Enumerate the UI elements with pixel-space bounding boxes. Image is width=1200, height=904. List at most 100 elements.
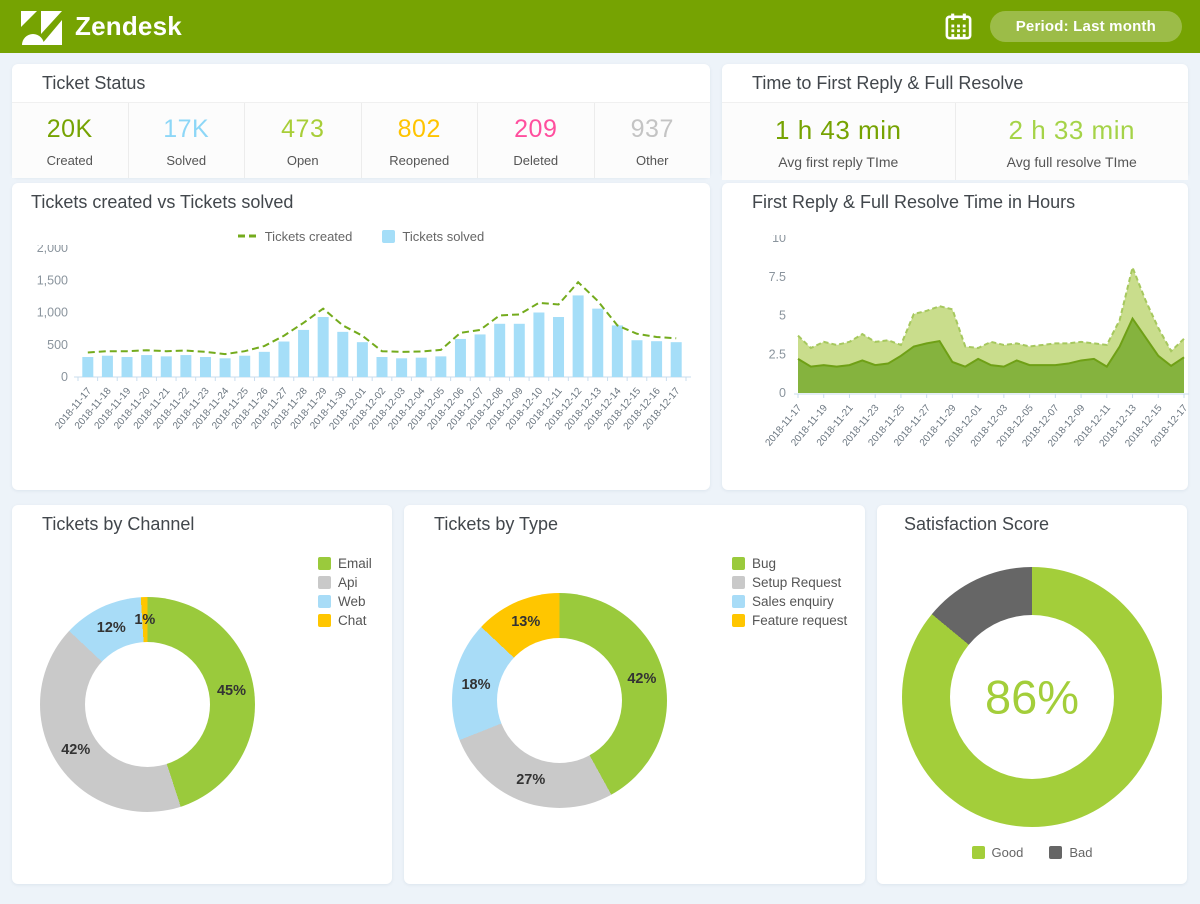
legend-swatch	[382, 229, 396, 243]
tickets-by-channel-title: Tickets by Channel	[42, 514, 195, 534]
solved-bar	[258, 351, 270, 377]
ticket-status-stat-label: Other	[635, 153, 669, 168]
donut-legend-label: Feature request	[752, 613, 848, 628]
legend-swatch	[1049, 846, 1063, 859]
solved-bar	[631, 340, 643, 377]
y-tick-label: 10	[772, 235, 786, 245]
solved-bar	[199, 357, 211, 377]
legend-swatch	[732, 614, 745, 627]
created-line	[87, 280, 677, 356]
donut-slice-label: 12%	[96, 619, 126, 636]
donut-legend-item: Api	[318, 575, 372, 590]
reply-resolve-hours-chart: 0 2.5 5 7.5 10 2018-11-17 2018-11-19 2018-11-21…	[722, 221, 1190, 472]
solved-bar	[513, 323, 525, 377]
donut-legend-label: Bug	[752, 556, 777, 571]
ticket-status-stats: 20K Created 17K Solved 473 Open 802 Reopened 209…	[12, 102, 710, 178]
solved-bar	[239, 355, 251, 377]
solved-bar	[670, 342, 682, 377]
tickets-by-type-donut: 42% 27% 18% 13%	[452, 593, 667, 808]
donut-legend-item: Email	[318, 556, 372, 571]
reply-resolve-stat-label: Avg full resolve TIme	[1006, 154, 1137, 170]
created-vs-solved-chart: 0 500 1,000 1,500 2,000 2018-11-17 2018-11-18 2…	[12, 241, 710, 482]
y-tick-label: 2.5	[769, 347, 786, 361]
legend-swatch	[318, 595, 331, 608]
created-vs-solved-legend: Tickets created Tickets solved	[12, 227, 710, 245]
solved-bar	[494, 323, 506, 377]
donut-legend-label: Bad	[1069, 845, 1093, 860]
y-tick-label: 1,500	[37, 273, 68, 287]
donut-legend-label: Api	[338, 575, 358, 590]
donut-legend-label: Sales enquiry	[752, 594, 834, 609]
satisfaction-title: Satisfaction Score	[904, 514, 1050, 534]
ticket-status-stat: 209 Deleted	[477, 103, 594, 178]
ticket-status-stat-label: Solved	[166, 153, 207, 168]
y-tick-label: 500	[47, 338, 68, 352]
donut-slice-label: 27%	[516, 772, 546, 789]
donut-legend-label: Email	[338, 556, 372, 571]
solved-bar	[101, 355, 113, 377]
first-reply-time-line	[797, 316, 1185, 369]
donut-legend-item: Bug	[732, 556, 847, 571]
satisfaction-donut: 86%	[902, 567, 1162, 827]
reply-resolve-stat-value: 2 h 33 min	[1008, 115, 1135, 145]
ticket-status-card: Ticket Status 20K Created 17K Solved 473 Open…	[12, 64, 710, 178]
donut-legend-label: Chat	[338, 613, 367, 628]
y-tick-label: 0	[779, 386, 786, 400]
donut-slice-label: 42%	[61, 742, 91, 759]
bar-legend-item: Tickets solved	[382, 227, 484, 245]
reply-resolve-stat-label: Avg first reply TIme	[778, 154, 899, 170]
donut-center-label: 86%	[984, 670, 1080, 724]
ticket-status-stat: 937 Other	[593, 103, 710, 178]
tickets-by-type-card: Tickets by Type 42% 27% 18% 13% Bug Setup Re…	[404, 505, 865, 884]
app-header: Zendesk Period: Last month	[0, 0, 1200, 53]
solved-bar	[435, 356, 447, 377]
tickets-by-channel-legend: Email Api Web Chat	[318, 556, 372, 628]
legend-swatch	[971, 846, 985, 859]
brand: Zendesk	[18, 7, 182, 47]
donut-legend-item: Web	[318, 594, 372, 609]
solved-bar	[121, 357, 133, 377]
solved-bar	[160, 356, 172, 377]
created-vs-solved-card: Tickets created vs Tickets solved Ticket…	[12, 183, 710, 490]
ticket-status-stat-label: Created	[46, 153, 93, 168]
solved-bar	[376, 357, 388, 377]
ticket-status-stat-label: Open	[286, 153, 319, 168]
donut-slice-label: 45%	[216, 683, 246, 700]
donut-legend-label: Good	[991, 845, 1024, 860]
tickets-by-type-legend: Bug Setup Request Sales enquiry Feature req…	[732, 556, 847, 628]
tickets-by-channel-donut: 45% 42% 12% 1%	[40, 597, 255, 812]
calendar-button[interactable]	[943, 11, 974, 42]
legend-swatch	[732, 557, 745, 570]
legend-swatch	[318, 557, 331, 570]
ticket-status-stat-value: 473	[281, 115, 325, 143]
donut-hole	[950, 615, 1114, 779]
bar-chart-svg: 05001,0001,5002,0002018-11-172018-11-182…	[37, 241, 691, 432]
solved-bar	[337, 331, 349, 377]
solved-bar	[553, 317, 565, 377]
donut-legend-item: Good	[971, 845, 1024, 860]
satisfaction-legend: Good Bad	[877, 845, 1187, 860]
tickets-by-channel-card: Tickets by Channel 45% 42% 12% 1% Email Api W…	[12, 505, 392, 884]
ticket-status-stat: 20K Created	[12, 103, 128, 178]
donut-hole	[85, 642, 210, 767]
dashboard: Ticket Status 20K Created 17K Solved 473 Open…	[0, 53, 1200, 884]
solved-bar	[533, 312, 545, 377]
donut-slice-label: 1%	[134, 611, 156, 628]
ticket-status-stat: 473 Open	[244, 103, 361, 178]
solved-bar	[298, 329, 310, 377]
y-tick-label: 2,000	[37, 245, 68, 255]
donut-legend-item: Bad	[1049, 845, 1092, 860]
solved-bar	[356, 342, 368, 377]
bar-legend-label: Tickets created	[264, 228, 353, 244]
donut-legend-item: Chat	[318, 613, 372, 628]
donut-hole	[497, 638, 622, 763]
solved-bar	[82, 357, 94, 377]
solved-bar	[219, 358, 231, 377]
reply-resolve-title: Time to First Reply & Full Resolve	[752, 73, 1024, 93]
solved-bar	[651, 341, 663, 377]
donut-slice-label: 18%	[461, 676, 491, 693]
donut-legend-item: Setup Request	[732, 575, 847, 590]
y-tick-label: 5	[779, 309, 786, 323]
solved-bar	[454, 338, 466, 377]
period-selector[interactable]: Period: Last month	[989, 11, 1182, 42]
